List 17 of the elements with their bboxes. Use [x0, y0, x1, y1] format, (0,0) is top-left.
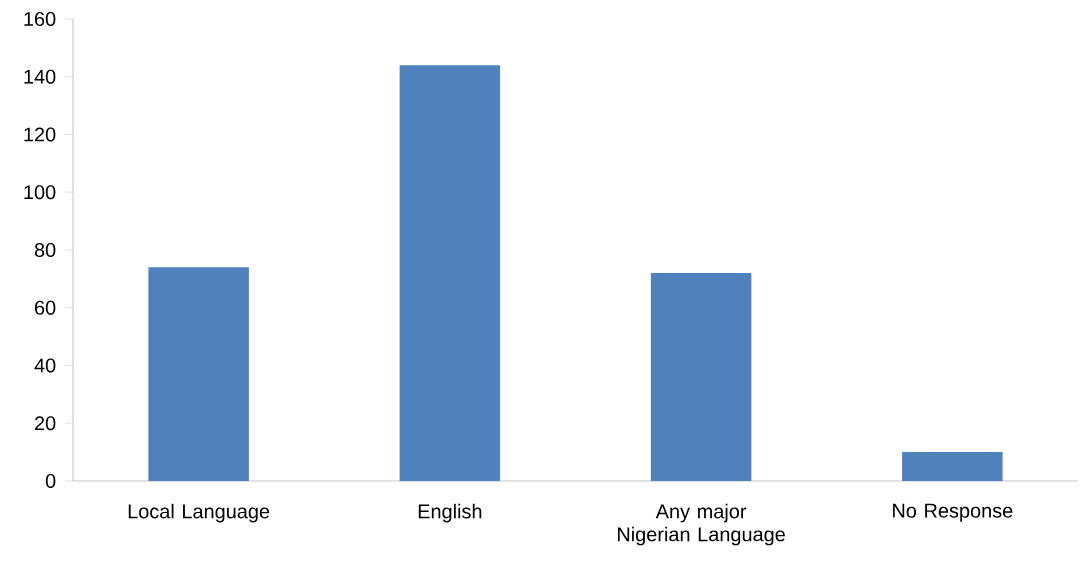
x-tick-label: Any major Nigerian Language — [618, 503, 785, 546]
bar — [148, 267, 249, 481]
y-tick-label: 100 — [24, 185, 56, 200]
y-tick-label: 140 — [24, 69, 56, 84]
bar — [650, 273, 752, 481]
x-tick-label: No Response — [893, 503, 1013, 522]
x-tick-label: English — [418, 503, 482, 523]
bar — [399, 65, 501, 481]
y-tick-label: 160 — [24, 11, 56, 27]
bar — [902, 452, 1003, 481]
y-tick-label: 20 — [35, 416, 56, 431]
y-tick-label: 80 — [34, 242, 56, 258]
y-tick-label: 0 — [45, 473, 56, 489]
y-tick-label: 60 — [35, 300, 56, 315]
y-tick-label: 40 — [34, 358, 56, 373]
x-tick-label: Local Language — [128, 503, 270, 523]
y-tick-label: 120 — [24, 127, 56, 142]
